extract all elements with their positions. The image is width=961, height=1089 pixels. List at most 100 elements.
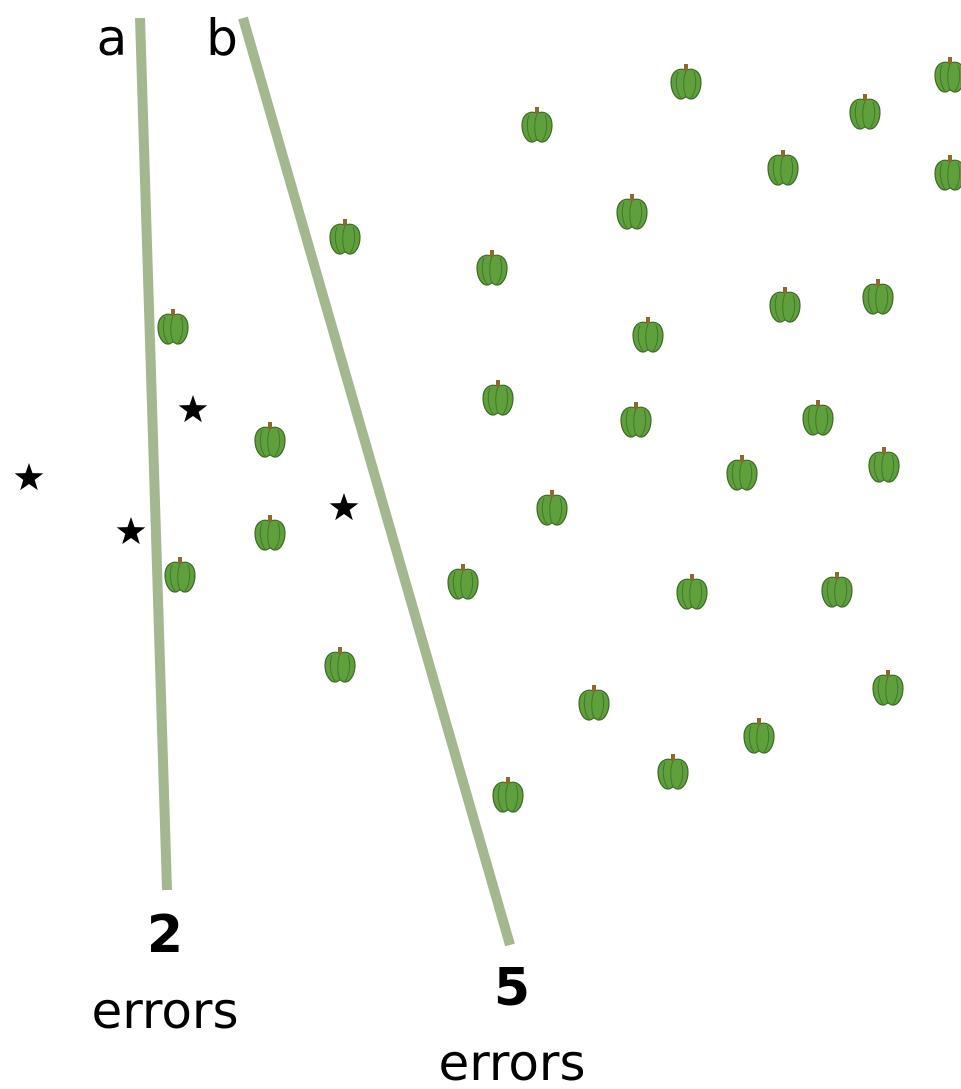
pepper-shade xyxy=(939,63,961,92)
pepper-stem xyxy=(550,490,554,497)
points xyxy=(14,57,961,813)
pepper-stem xyxy=(634,402,638,409)
pepper-body xyxy=(578,689,610,721)
pepper-shade xyxy=(452,570,474,599)
pepper-body xyxy=(872,674,904,706)
pepper-stem xyxy=(461,564,465,571)
pepper-shade xyxy=(621,200,643,229)
pepper-shade xyxy=(334,225,356,254)
pepper xyxy=(670,64,702,100)
pepper-body xyxy=(164,561,196,593)
pepper-body xyxy=(657,758,689,790)
pepper-shade xyxy=(169,563,191,592)
pepper xyxy=(616,194,648,230)
pepper xyxy=(632,317,664,353)
pepper-shade xyxy=(675,70,697,99)
pepper-shade xyxy=(481,256,503,285)
pepper-shade xyxy=(162,315,184,344)
pepper xyxy=(676,574,708,610)
pepper xyxy=(802,400,834,436)
line-label: a xyxy=(97,9,128,67)
pepper-body xyxy=(670,68,702,100)
error-count: 2 xyxy=(147,905,183,965)
pepper-stem xyxy=(783,287,787,294)
pepper-stem xyxy=(740,455,744,462)
pepper-body xyxy=(849,98,881,130)
pepper-body xyxy=(329,223,361,255)
pepper-shade xyxy=(497,783,519,812)
pepper xyxy=(868,447,900,483)
pepper-shade xyxy=(329,653,351,682)
pepper-stem xyxy=(592,685,596,692)
pepper xyxy=(821,572,853,608)
pepper-stem xyxy=(835,572,839,579)
pepper-shade xyxy=(662,760,684,789)
star xyxy=(329,493,359,521)
pepper-stem xyxy=(268,422,272,429)
pepper xyxy=(872,670,904,706)
pepper-body xyxy=(616,198,648,230)
pepper-shade xyxy=(772,156,794,185)
pepper-body xyxy=(769,291,801,323)
pepper-shade xyxy=(939,161,961,190)
pepper-body xyxy=(676,578,708,610)
separator-line-b xyxy=(238,16,515,947)
pepper-stem xyxy=(882,447,886,454)
pepper-body xyxy=(492,781,524,813)
pepper-body xyxy=(482,384,514,416)
pepper-body xyxy=(536,494,568,526)
pepper-stem xyxy=(535,107,539,114)
pepper xyxy=(157,309,189,345)
star xyxy=(14,463,44,491)
pepper xyxy=(324,647,356,683)
pepper-body xyxy=(476,254,508,286)
pepper-shade xyxy=(873,453,895,482)
star xyxy=(178,395,208,423)
pepper-shade xyxy=(826,578,848,607)
pepper-body xyxy=(632,321,664,353)
pepper-body xyxy=(521,111,553,143)
pepper xyxy=(657,754,689,790)
pepper-shade xyxy=(748,724,770,753)
pepper-body xyxy=(157,313,189,345)
pepper-stem xyxy=(630,194,634,201)
pepper-stem xyxy=(876,279,880,286)
pepper-body xyxy=(324,651,356,683)
pepper-body xyxy=(726,459,758,491)
pepper-shade xyxy=(541,496,563,525)
pepper-shade xyxy=(625,408,647,437)
pepper-shade xyxy=(583,691,605,720)
pepper xyxy=(164,557,196,593)
pepper-stem xyxy=(781,150,785,157)
pepper-shade xyxy=(854,100,876,129)
pepper-shade xyxy=(526,113,548,142)
pepper-stem xyxy=(757,718,761,725)
pepper xyxy=(767,150,799,186)
pepper-stem xyxy=(863,94,867,101)
pepper-body xyxy=(743,722,775,754)
pepper-shade xyxy=(774,293,796,322)
error-unit: errors xyxy=(91,982,238,1040)
pepper xyxy=(536,490,568,526)
pepper-body xyxy=(821,576,853,608)
pepper-shade xyxy=(807,406,829,435)
pepper xyxy=(482,380,514,416)
pepper-stem xyxy=(948,57,952,64)
pepper-shade xyxy=(259,521,281,550)
pepper xyxy=(254,515,286,551)
pepper-stem xyxy=(690,574,694,581)
pepper xyxy=(620,402,652,438)
pepper-stem xyxy=(496,380,500,387)
pepper-stem xyxy=(171,309,175,316)
pepper-body xyxy=(767,154,799,186)
separator-line-a xyxy=(135,17,172,891)
pepper xyxy=(447,564,479,600)
pepper-stem xyxy=(646,317,650,324)
pepper-body xyxy=(862,283,894,315)
pepper-stem xyxy=(671,754,675,761)
pepper xyxy=(492,777,524,813)
error-count: 5 xyxy=(494,958,530,1018)
star xyxy=(116,517,146,545)
pepper xyxy=(254,422,286,458)
